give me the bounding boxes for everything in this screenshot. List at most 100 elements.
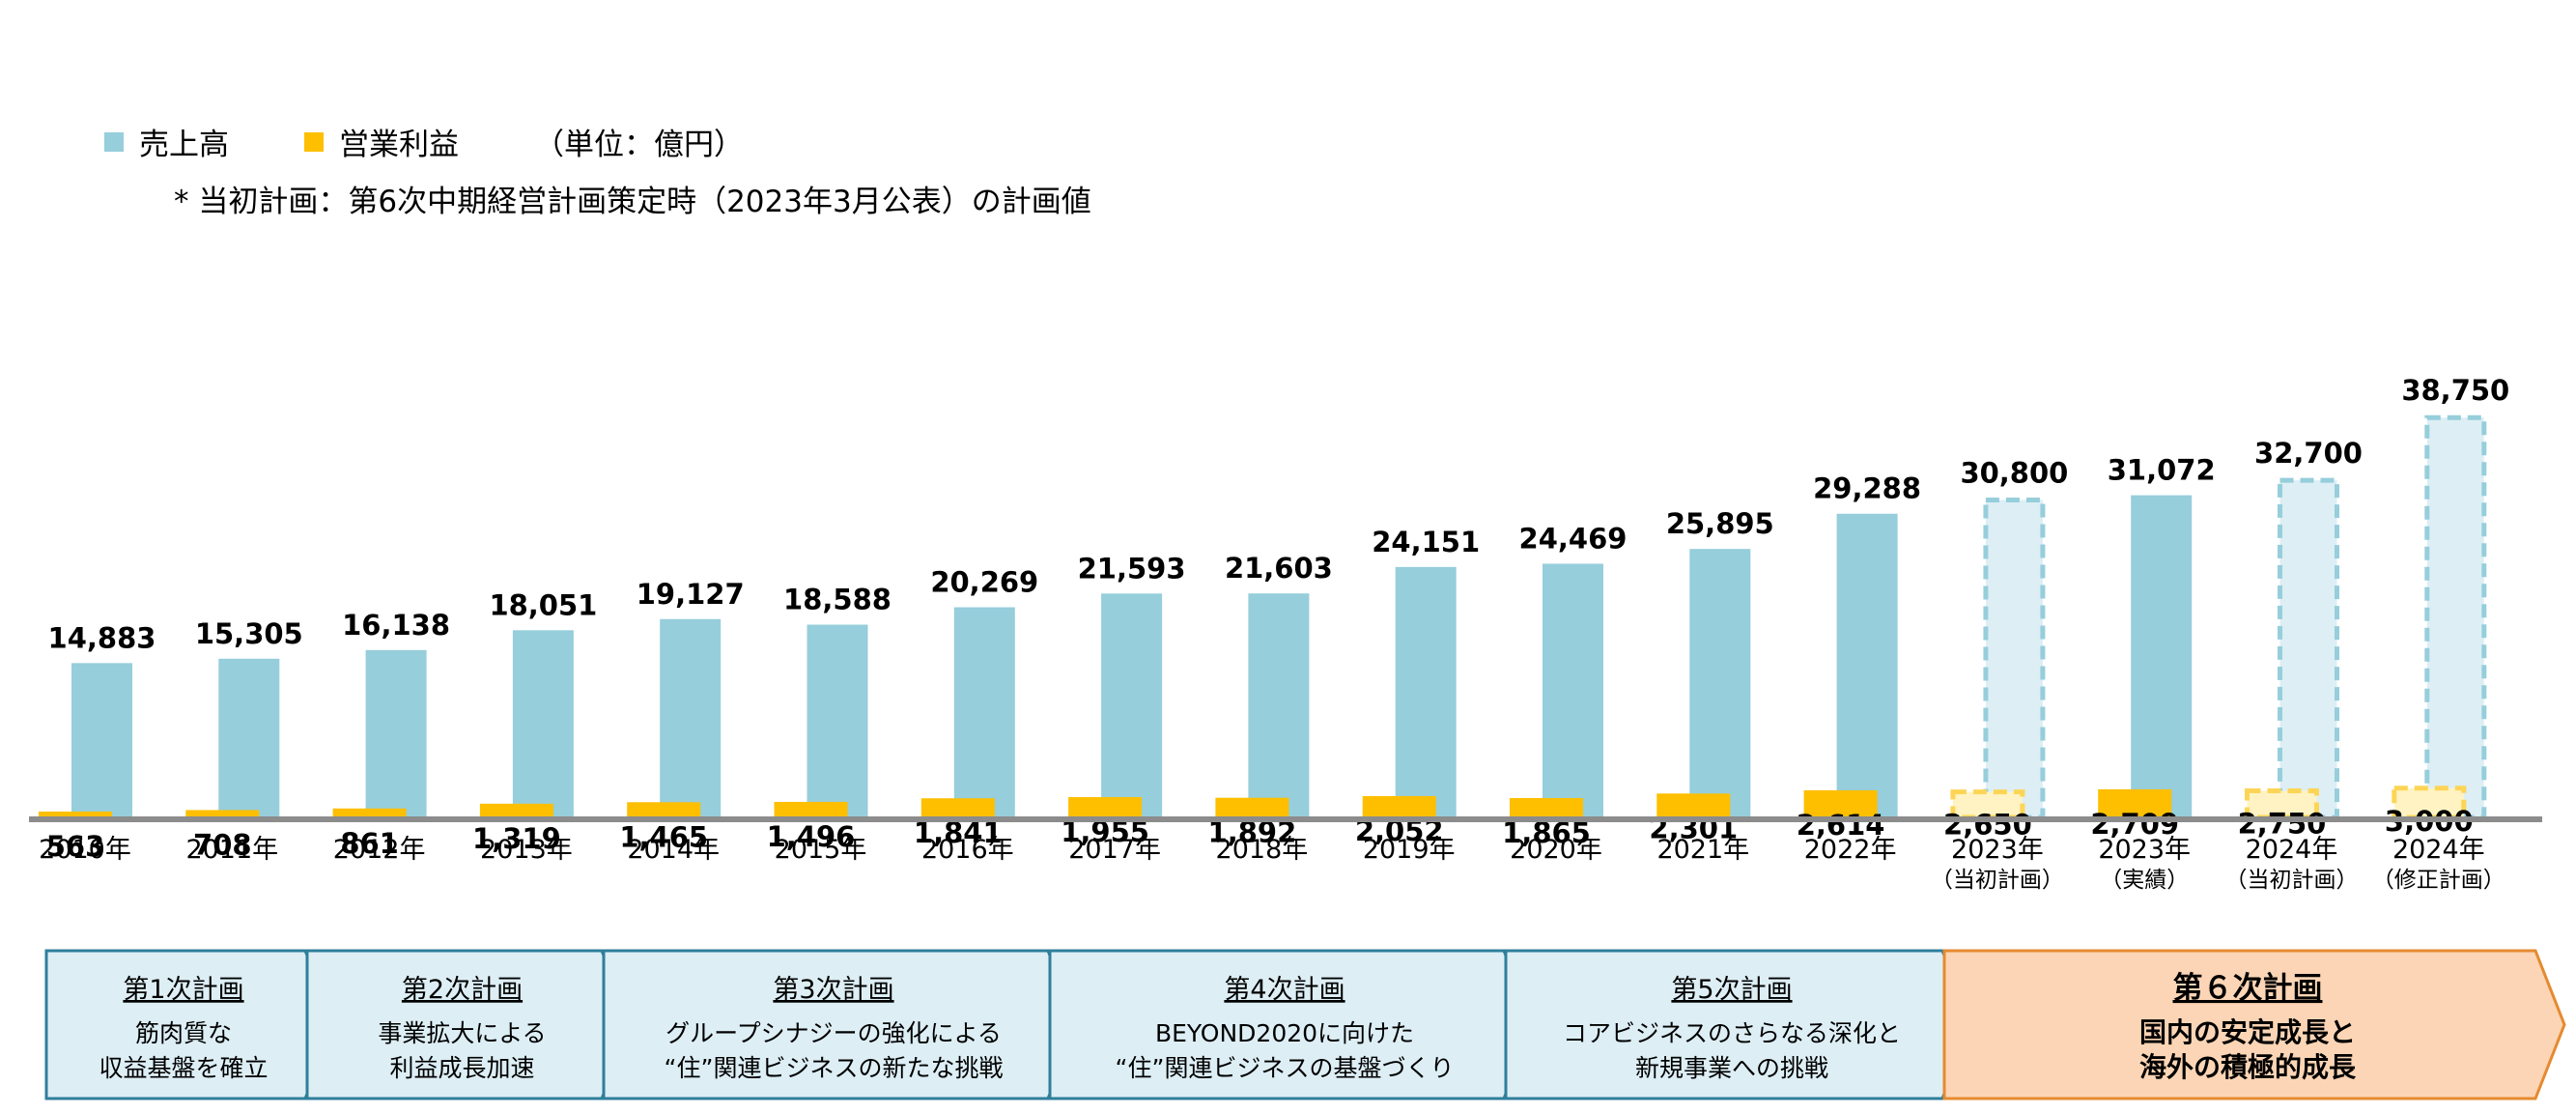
- legend-sales-label: 売上高: [139, 128, 229, 162]
- sales-bar: [1689, 549, 1751, 817]
- op-bar: [774, 801, 848, 817]
- sales-value-label: 14,883: [48, 621, 156, 654]
- op-value-label: 1,465: [619, 820, 708, 853]
- op-bar: [479, 803, 553, 817]
- op-value-label: 861: [340, 827, 399, 860]
- sales-bar: [1395, 566, 1457, 817]
- phase-description: 収益基盤を確立: [99, 1054, 268, 1082]
- category-label: 2012年: [333, 835, 426, 865]
- sales-value-label: 21,593: [1078, 552, 1186, 585]
- category-label: 2010年: [39, 835, 131, 865]
- category-label: 2011年: [185, 835, 278, 865]
- category-label: 2023年: [2098, 835, 2191, 865]
- sales-value-label: 29,288: [1813, 472, 1921, 505]
- phase-title: 第3次計画: [773, 975, 893, 1005]
- op-value-label: 1,496: [767, 820, 856, 853]
- category-label: 2015年: [775, 835, 867, 865]
- sales-bar: [2278, 477, 2339, 820]
- phase-description: BEYOND2020に向けた: [1155, 1019, 1414, 1047]
- op-bar: [1510, 797, 1583, 817]
- phase-description: 事業拡大による: [378, 1019, 546, 1047]
- category-sublabel: （修正計画）: [2372, 868, 2505, 893]
- phase-description: 新規事業への挑戦: [1635, 1054, 1828, 1082]
- category-label: 2016年: [921, 835, 1014, 865]
- sales-bar: [2424, 414, 2487, 820]
- phase-description: コアビジネスのさらなる深化と: [1563, 1019, 1901, 1047]
- phase-description: “住”関連ビジネスの新たな挑戦: [665, 1054, 1004, 1082]
- op-value-label: 2,650: [1943, 809, 2032, 842]
- phase-description: グループシナジーの強化による: [665, 1019, 1002, 1047]
- op-bar: [39, 811, 112, 817]
- legend: 売上高 営業利益 （単位：億円）: [104, 120, 819, 163]
- sales-value-label: 16,138: [342, 609, 450, 642]
- legend-op-label: 営業利益: [339, 128, 459, 162]
- phase-description: 国内の安定成長と: [2139, 1016, 2356, 1048]
- phase-arrow: [1942, 949, 2566, 1100]
- phase-description: 海外の積極的成長: [2139, 1051, 2357, 1083]
- category-label: 2017年: [1068, 835, 1161, 865]
- sales-value-label: 30,800: [1960, 457, 2068, 490]
- sales-bar: [1836, 513, 1898, 817]
- phase-title: 第5次計画: [1671, 975, 1792, 1005]
- op-bar: [2098, 788, 2172, 817]
- op-bar: [1656, 793, 1731, 817]
- category-label: 2019年: [1363, 835, 1456, 865]
- category-sublabel: （当初計画）: [2225, 868, 2359, 893]
- category-label: 2024年: [2246, 835, 2338, 865]
- legend-sales: 売上高: [104, 120, 229, 163]
- sales-bar: [1248, 593, 1310, 817]
- category-label: 2018年: [1216, 835, 1309, 865]
- op-bar: [332, 808, 407, 817]
- category-label: 2024年: [2392, 835, 2485, 865]
- phase-title: 第2次計画: [402, 975, 523, 1005]
- op-bar: [1803, 789, 1878, 817]
- sales-value-label: 21,603: [1225, 552, 1333, 585]
- op-bar: [1950, 789, 2025, 820]
- op-value-label: 2,750: [2238, 807, 2327, 840]
- sales-bar: [1983, 498, 2046, 820]
- op-value-label: 708: [193, 828, 252, 861]
- phase-description: 筋肉質な: [135, 1019, 232, 1047]
- sales-value-label: 15,305: [195, 617, 303, 650]
- sales-bar: [218, 658, 280, 817]
- sales-value-label: 32,700: [2254, 437, 2363, 470]
- category-label: 2013年: [480, 835, 573, 865]
- sales-value-label: 24,469: [1519, 522, 1628, 555]
- category-label: 2020年: [1510, 835, 1602, 865]
- op-bar: [185, 810, 260, 817]
- sales-value-label: 18,051: [489, 588, 597, 621]
- op-value-label: 563: [46, 830, 105, 863]
- phase-title: 第4次計画: [1224, 975, 1345, 1005]
- sales-value-label: 19,127: [637, 578, 745, 611]
- legend-unit: （単位：億円）: [534, 120, 744, 163]
- sales-bar: [807, 624, 868, 817]
- category-label: 2023年: [1951, 835, 2044, 865]
- legend-sales-swatch: [104, 131, 124, 152]
- phase-description: 利益成長加速: [389, 1054, 534, 1082]
- phase-description: “住”関連ビジネスの基盤づくり: [1116, 1054, 1455, 1082]
- op-bar: [1215, 797, 1289, 817]
- op-bar: [627, 802, 701, 817]
- phase-title: 第６次計画: [2173, 971, 2323, 1006]
- category-label: 2021年: [1656, 835, 1749, 865]
- op-bar: [2392, 786, 2467, 820]
- category-sublabel: （実績）: [2100, 868, 2189, 893]
- plan-note: * 当初計画：第6次中期経営計画策定時（2023年3月公表）の計画値: [174, 185, 1091, 219]
- sales-value-label: 20,269: [930, 566, 1038, 599]
- legend-op: 営業利益: [304, 120, 459, 163]
- op-bar: [1068, 797, 1143, 817]
- category-label: 2014年: [627, 835, 720, 865]
- sales-value-label: 25,895: [1666, 507, 1774, 540]
- sales-bar: [365, 649, 427, 817]
- sales-value-label: 38,750: [2401, 374, 2509, 407]
- legend-op-swatch: [304, 131, 324, 152]
- sales-bar: [2131, 495, 2193, 817]
- sales-value-label: 18,588: [783, 584, 892, 616]
- op-value-label: 1,319: [472, 822, 561, 855]
- sales-bar: [512, 630, 574, 817]
- sales-bar: [953, 607, 1015, 817]
- category-sublabel: （当初計画）: [1931, 868, 2064, 893]
- sales-bar: [71, 663, 132, 817]
- op-value-label: 2,614: [1797, 809, 1885, 842]
- sales-value-label: 31,072: [2108, 454, 2216, 487]
